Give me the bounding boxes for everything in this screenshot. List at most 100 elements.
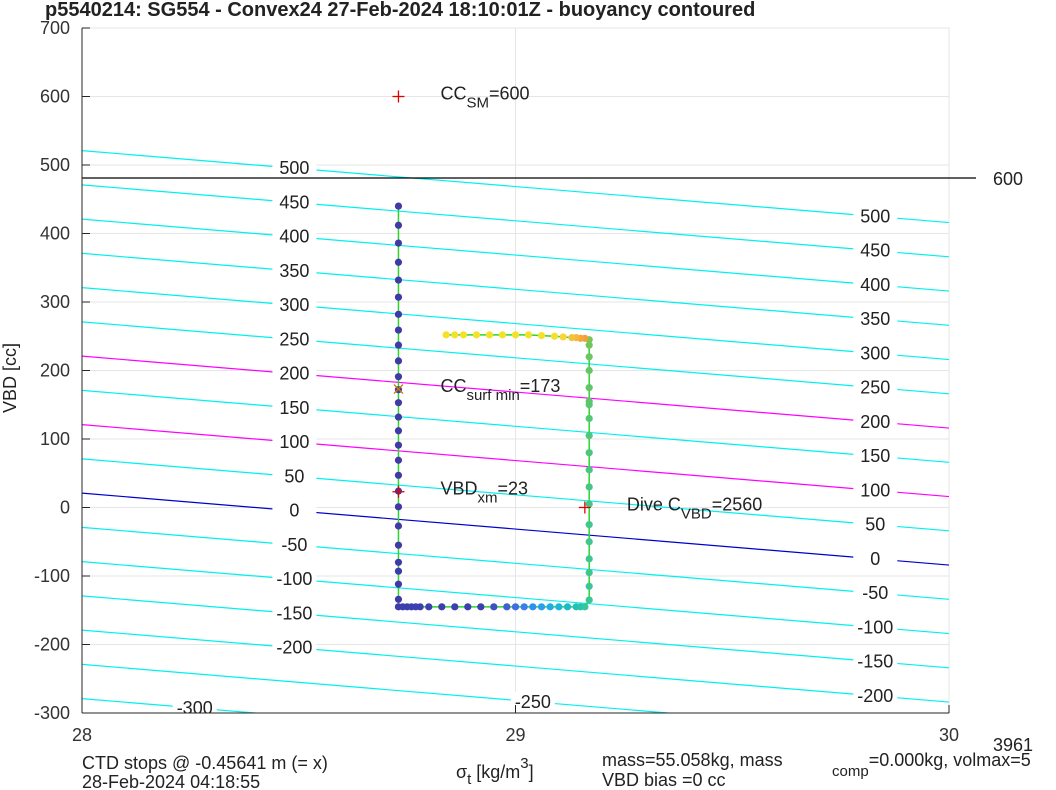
contour-label: 400 <box>860 275 890 295</box>
annotation-part: surf min <box>466 387 519 404</box>
contour-line <box>82 526 949 600</box>
annotation-part: =23 <box>497 479 528 499</box>
data-point <box>550 332 559 340</box>
contour-line <box>82 492 949 566</box>
footer-mass-part: comp <box>832 763 869 780</box>
data-point <box>451 331 459 339</box>
y-tick-label: -200 <box>34 635 70 655</box>
contour-label-bg <box>272 569 317 590</box>
contour-label-bg <box>853 377 898 398</box>
annotation-part: CC <box>440 376 466 396</box>
y-tick-label: -100 <box>34 566 70 586</box>
data-point <box>585 366 593 375</box>
annotation: CCsurf min=173 <box>440 376 560 404</box>
contour-label: 350 <box>860 309 890 329</box>
contour-label-bg <box>853 274 898 295</box>
data-point <box>394 541 403 549</box>
contour-label-bg <box>272 295 317 316</box>
data-point <box>459 331 468 339</box>
y-tick-label: -300 <box>34 703 70 723</box>
contour-label: 50 <box>865 515 885 535</box>
contour-line <box>82 321 949 395</box>
contour-line <box>82 355 949 429</box>
annotation-part: xm <box>477 490 497 507</box>
data-point <box>585 384 593 392</box>
contour-line <box>82 184 949 258</box>
marker <box>392 485 405 498</box>
data-point <box>563 603 572 611</box>
data-point <box>498 331 507 339</box>
footer-mass-part: =0.000kg, volmax=5 <box>869 750 1031 770</box>
data-point <box>394 293 403 301</box>
data-point <box>394 258 403 266</box>
data-point <box>416 603 424 611</box>
data-point <box>394 326 403 334</box>
contour-label-bg <box>853 309 898 330</box>
data-point <box>394 427 403 435</box>
contour-label-bg <box>853 685 898 706</box>
data-point <box>394 399 403 407</box>
contour-label: 250 <box>279 329 309 349</box>
contour-label-bg <box>172 697 217 713</box>
plot: 5005004504504004003503503003002502502002… <box>82 150 949 713</box>
data-point <box>442 331 450 339</box>
contour-label: -200 <box>857 686 893 706</box>
annotation: Dive CVBD=2560 <box>627 495 762 523</box>
contour-label-bg <box>272 603 317 624</box>
data-point <box>520 603 528 611</box>
contour-label-bg <box>853 514 898 535</box>
contour-label-bg <box>272 260 317 281</box>
annotation-part: =2560 <box>712 495 763 515</box>
contour-line <box>82 561 949 635</box>
data-point <box>524 331 533 339</box>
y-tick-label: 700 <box>40 18 70 38</box>
contour-label-bg <box>272 534 317 555</box>
data-point <box>394 357 403 365</box>
data-point <box>537 603 546 611</box>
contour-label: 50 <box>284 466 304 486</box>
contour-label: 0 <box>870 549 880 569</box>
contour-line <box>82 389 949 463</box>
data-point <box>451 603 459 611</box>
y-tick-label: 300 <box>40 292 70 312</box>
annotation-part: =600 <box>489 84 530 104</box>
footer-mass-part: 3961 <box>993 735 1033 755</box>
marker <box>393 384 404 394</box>
data-point <box>503 603 511 611</box>
data-point <box>490 603 498 611</box>
data-point <box>511 331 520 339</box>
contour-label-bg <box>272 432 317 453</box>
contour-label: 500 <box>860 206 890 226</box>
contour-line <box>82 150 949 224</box>
contour-label: 100 <box>860 480 890 500</box>
y-tick-label: 200 <box>40 361 70 381</box>
data-point <box>585 414 593 423</box>
contour-label: 200 <box>860 412 890 432</box>
x-axis-label-part: [kg/m <box>471 762 520 782</box>
data-point <box>485 331 494 339</box>
contour-label-bg <box>272 500 317 521</box>
y-tick-label: 500 <box>40 155 70 175</box>
footer-note: 28-Feb-2024 04:18:55 <box>82 772 260 790</box>
data-point <box>537 331 546 340</box>
reference-label: 600 <box>993 169 1023 189</box>
contour-line <box>82 252 949 326</box>
footer-mass-part: mass=55.058kg, mass <box>602 750 783 770</box>
x-tick-label: 30 <box>939 725 959 745</box>
x-tick-label: 29 <box>505 725 525 745</box>
footer-note: CTD stops @ -0.45641 m (= x) <box>82 753 328 773</box>
contour-line <box>82 458 949 532</box>
x-axis-label-part: ] <box>529 762 534 782</box>
data-point <box>394 567 403 575</box>
contour-label: -150 <box>276 603 312 623</box>
data-point <box>585 521 593 529</box>
y-axis-label: VBD [cc] <box>0 343 20 413</box>
contour-label-bg <box>272 226 317 247</box>
data-point <box>394 373 403 381</box>
contour-label-bg <box>853 617 898 638</box>
annotation: VBDxm=23 <box>440 479 528 507</box>
contour-label: -100 <box>276 569 312 589</box>
contour-line <box>82 629 949 703</box>
data-point <box>394 522 403 530</box>
